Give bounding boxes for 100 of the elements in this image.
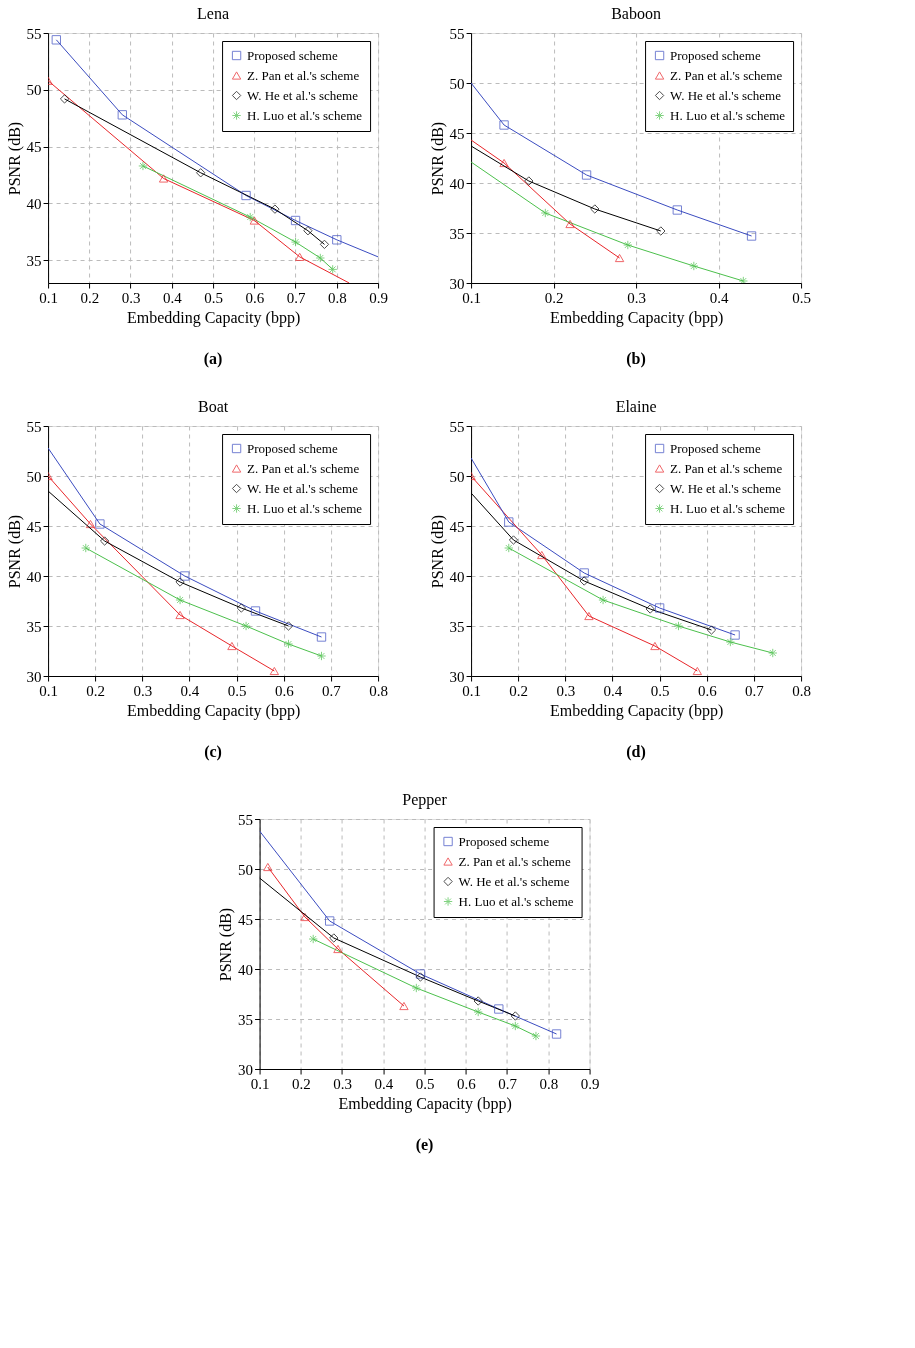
x-tick-label: 0.2 [509,682,529,699]
legend-label: W. He et al.'s scheme [670,87,782,103]
y-axis-title: PSNR (dB) [5,121,24,196]
chart-title: Pepper [402,791,448,809]
y-axis-title: PSNR (dB) [428,121,447,196]
y-tick-label: 40 [449,175,465,192]
y-tick-label: 45 [26,139,42,156]
x-tick-label: 0.7 [286,289,306,306]
y-tick-label: 45 [449,125,465,142]
x-tick-label: 0.8 [327,289,347,306]
legend-label: W. He et al.'s scheme [247,480,359,496]
y-tick-label: 40 [238,961,254,978]
legend-label: Z. Pan et al.'s scheme [247,460,360,476]
x-tick-label: 0.8 [539,1075,559,1092]
x-tick-label: 0.4 [603,682,623,699]
text: (e) [415,1136,434,1154]
legend-label: H. Luo et al.'s scheme [670,500,786,516]
y-tick-label: 30 [449,668,465,685]
y-tick-label: 55 [238,811,254,828]
x-tick-label: 0.1 [250,1075,270,1092]
y-tick-label: 30 [449,275,465,292]
legend-label: Proposed scheme [247,47,338,63]
legend-label: H. Luo et al.'s scheme [670,107,786,123]
y-tick-label: 55 [449,25,465,42]
y-tick-label: 35 [449,618,465,635]
x-tick-label: 0.4 [162,289,183,306]
chart-title: Lena [197,5,230,22]
x-tick-label: 0.7 [745,682,765,699]
x-tick-label: 0.3 [121,289,141,306]
legend-label: Proposed scheme [670,440,761,456]
y-tick-label: 35 [26,618,42,635]
y-tick-label: 40 [26,195,42,212]
x-tick-label: 0.3 [133,682,153,699]
y-tick-label: 40 [449,568,465,585]
y-tick-label: 50 [26,82,42,99]
x-tick-label: 0.7 [498,1075,518,1092]
x-tick-label: 0.2 [80,289,100,306]
y-tick-label: 50 [238,861,254,878]
legend-label: H. Luo et al.'s scheme [247,500,363,516]
x-axis-title: Embedding Capacity (bpp) [338,1094,512,1113]
y-tick-label: 30 [26,668,42,685]
x-tick-label: 0.2 [544,289,564,306]
legend-label: H. Luo et al.'s scheme [247,107,363,123]
legend-label: Z. Pan et al.'s scheme [247,67,360,83]
text: (c) [204,743,222,761]
legend-label: Z. Pan et al.'s scheme [670,460,783,476]
x-tick-label: 0.3 [556,682,576,699]
legend-label: W. He et al.'s scheme [458,873,570,889]
y-axis-title: PSNR (dB) [217,907,236,982]
x-tick-label: 0.5 [204,289,223,306]
legend-label: Z. Pan et al.'s scheme [670,67,783,83]
x-tick-label: 0.5 [650,682,670,699]
x-tick-label: 0.5 [792,289,811,306]
x-tick-label: 0.1 [39,289,58,306]
y-tick-label: 45 [26,518,42,535]
x-axis-title: Embedding Capacity (bpp) [549,308,724,327]
legend-label: W. He et al.'s scheme [670,480,782,496]
x-tick-label: 0.2 [291,1075,311,1092]
x-tick-label: 0.3 [333,1075,352,1092]
y-tick-label: 45 [238,911,254,928]
y-tick-label: 55 [449,418,465,435]
legend-label: W. He et al.'s scheme [247,87,359,103]
y-tick-label: 50 [26,468,42,485]
y-tick-label: 50 [449,468,465,485]
chart-title: Baboon [611,5,661,22]
y-tick-label: 35 [26,252,42,269]
x-tick-label: 0.7 [322,682,342,699]
x-tick-label: 0.1 [39,682,58,699]
y-tick-label: 55 [26,25,42,42]
y-tick-label: 55 [26,418,42,435]
y-tick-label: 45 [449,518,465,535]
y-axis-title: PSNR (dB) [5,514,24,589]
text: (a) [203,350,223,368]
y-axis-title: PSNR (dB) [428,514,447,589]
y-tick-label: 30 [238,1061,254,1078]
x-tick-label: 0.3 [627,289,646,306]
x-tick-label: 0.5 [415,1075,435,1092]
x-axis-title: Embedding Capacity (bpp) [549,701,724,720]
text: (d) [626,743,646,761]
x-tick-label: 0.6 [274,682,295,699]
x-tick-label: 0.1 [462,289,481,306]
y-tick-label: 40 [26,568,42,585]
x-tick-label: 0.9 [369,289,388,306]
x-tick-label: 0.4 [374,1075,394,1092]
y-tick-label: 50 [449,75,465,92]
x-tick-label: 0.6 [245,289,265,306]
x-tick-label: 0.5 [227,682,247,699]
y-tick-label: 35 [238,1011,254,1028]
x-tick-label: 0.6 [697,682,718,699]
x-tick-label: 0.8 [369,682,388,699]
legend-label: Proposed scheme [670,47,761,63]
x-tick-label: 0.8 [792,682,811,699]
legend-label: Proposed scheme [458,833,550,849]
chart-title: Elaine [615,398,657,415]
text: (b) [626,350,646,368]
chart-title: Boat [197,398,229,415]
legend-label: Z. Pan et al.'s scheme [458,853,571,869]
legend-label: Proposed scheme [247,440,338,456]
x-tick-label: 0.4 [180,682,200,699]
x-tick-label: 0.1 [462,682,481,699]
